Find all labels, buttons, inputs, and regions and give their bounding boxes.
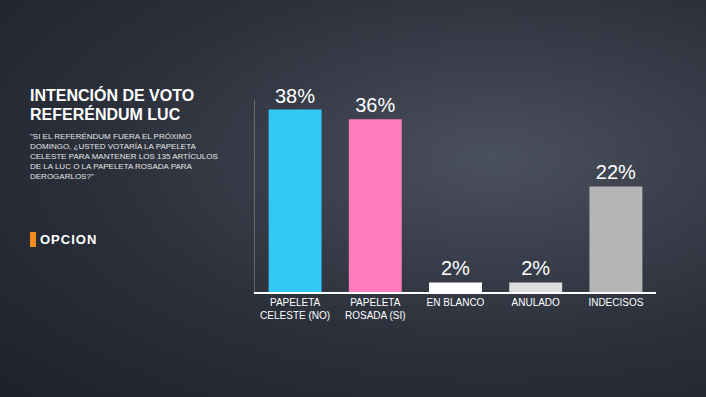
svg-text:ANULADO: ANULADO — [512, 297, 561, 308]
svg-text:22%: 22% — [596, 161, 636, 183]
html-text:OPCION: OPCION — [40, 232, 98, 247]
html-text:"SI EL REFERÉNDUM FUERA EL PRÓ: "SI EL REFERÉNDUM FUERA EL PRÓXIMO DOMIN… — [30, 132, 218, 181]
svg-text:INDECISOS: INDECISOS — [588, 297, 643, 308]
svg-text:2%: 2% — [521, 257, 550, 279]
svg-text:36%: 36% — [355, 94, 395, 116]
svg-text:PAPELETAROSADA (SI): PAPELETAROSADA (SI) — [345, 297, 406, 321]
svg-text:38%: 38% — [275, 85, 315, 107]
svg-text:PAPELETACELESTE (NO): PAPELETACELESTE (NO) — [260, 297, 330, 321]
html-text:INTENCIÓN DE VOTO REFERÉNDUM L: INTENCIÓN DE VOTO REFERÉNDUM LUC — [30, 87, 195, 123]
svg-text:2%: 2% — [441, 257, 470, 279]
svg-text:EN BLANCO: EN BLANCO — [427, 297, 485, 308]
